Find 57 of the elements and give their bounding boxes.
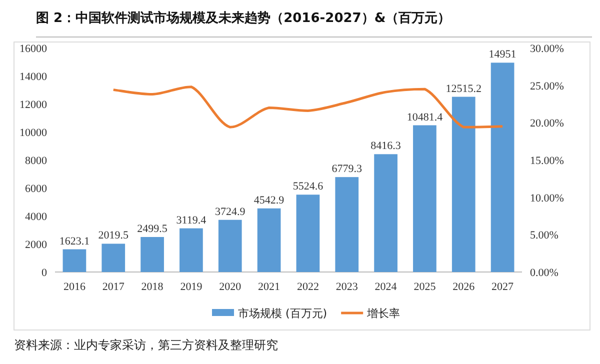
line-series [112, 86, 504, 128]
legend-label: 市场规模 (百万元) [238, 307, 328, 320]
y-tick-label: 8000 [25, 155, 48, 167]
bar [296, 194, 320, 272]
bar [218, 220, 242, 272]
data-label: 10481.4 [406, 111, 444, 124]
y2-tick-label: 5.00% [530, 230, 558, 242]
data-label: 5524.6 [292, 180, 324, 193]
data-label: 3724.9 [215, 206, 246, 218]
bar [374, 154, 398, 272]
x-tick-label: 2019 [180, 281, 203, 293]
data-label: 2019.5 [98, 230, 129, 242]
x-tick-label: 2021 [258, 281, 280, 293]
x-tick-label: 2026 [452, 281, 476, 293]
data-label: 3119.4 [176, 214, 207, 226]
y2-tick-label: 15.00% [530, 155, 564, 167]
data-label: 1623.1 [59, 235, 90, 248]
y2-tick-label: 0.00% [530, 267, 558, 279]
bar [140, 237, 164, 272]
x-tick-label: 2027 [492, 281, 514, 293]
x-tick-label: 2017 [102, 281, 125, 293]
y2-tick-label: 25.00% [530, 80, 564, 92]
x-tick-label: 2023 [336, 281, 358, 293]
x-tick-label: 2025 [414, 281, 436, 293]
data-label: 6779.3 [332, 163, 362, 176]
bar [62, 249, 86, 272]
bar [180, 228, 203, 272]
bar [257, 208, 281, 272]
x-tick-label: 2018 [141, 281, 164, 293]
y-tick-label: 12000 [20, 99, 48, 111]
data-label: 12515.2 [446, 82, 482, 95]
bar [102, 244, 126, 272]
legend-label: 增长率 [366, 307, 400, 320]
data-label: 4542.9 [254, 194, 285, 206]
bar [452, 96, 476, 272]
x-tick-label: 2016 [63, 281, 86, 293]
text: 资料来源：业内专家采访，第三方资料及整理研究 [14, 338, 278, 352]
x-tick-label: 2020 [219, 281, 242, 293]
y-tick-label: 2000 [25, 239, 48, 251]
y-tick-label: 0 [42, 267, 48, 279]
data-label: 8416.3 [370, 140, 402, 152]
x-tick-label: 2024 [374, 281, 398, 293]
y-tick-label: 6000 [25, 183, 48, 195]
bar [335, 177, 359, 272]
data-label: 14951 [488, 48, 516, 61]
y2-tick-label: 30.00% [530, 43, 564, 55]
y-tick-label: 14000 [20, 71, 48, 83]
y-tick-label: 4000 [25, 211, 48, 223]
chart-title: 图 2：中国软件测试市场规模及未来趋势（2016-2027）&（百万元） [36, 10, 451, 26]
y2-tick-label: 10.00% [530, 192, 564, 204]
y2-tick-label: 20.00% [530, 118, 564, 130]
x-tick-label: 2022 [296, 281, 319, 293]
data-label: 2499.5 [137, 223, 168, 236]
bar [413, 125, 436, 272]
y-tick-label: 10000 [20, 127, 48, 139]
y-tick-label: 16000 [20, 43, 48, 55]
bar [490, 62, 514, 272]
